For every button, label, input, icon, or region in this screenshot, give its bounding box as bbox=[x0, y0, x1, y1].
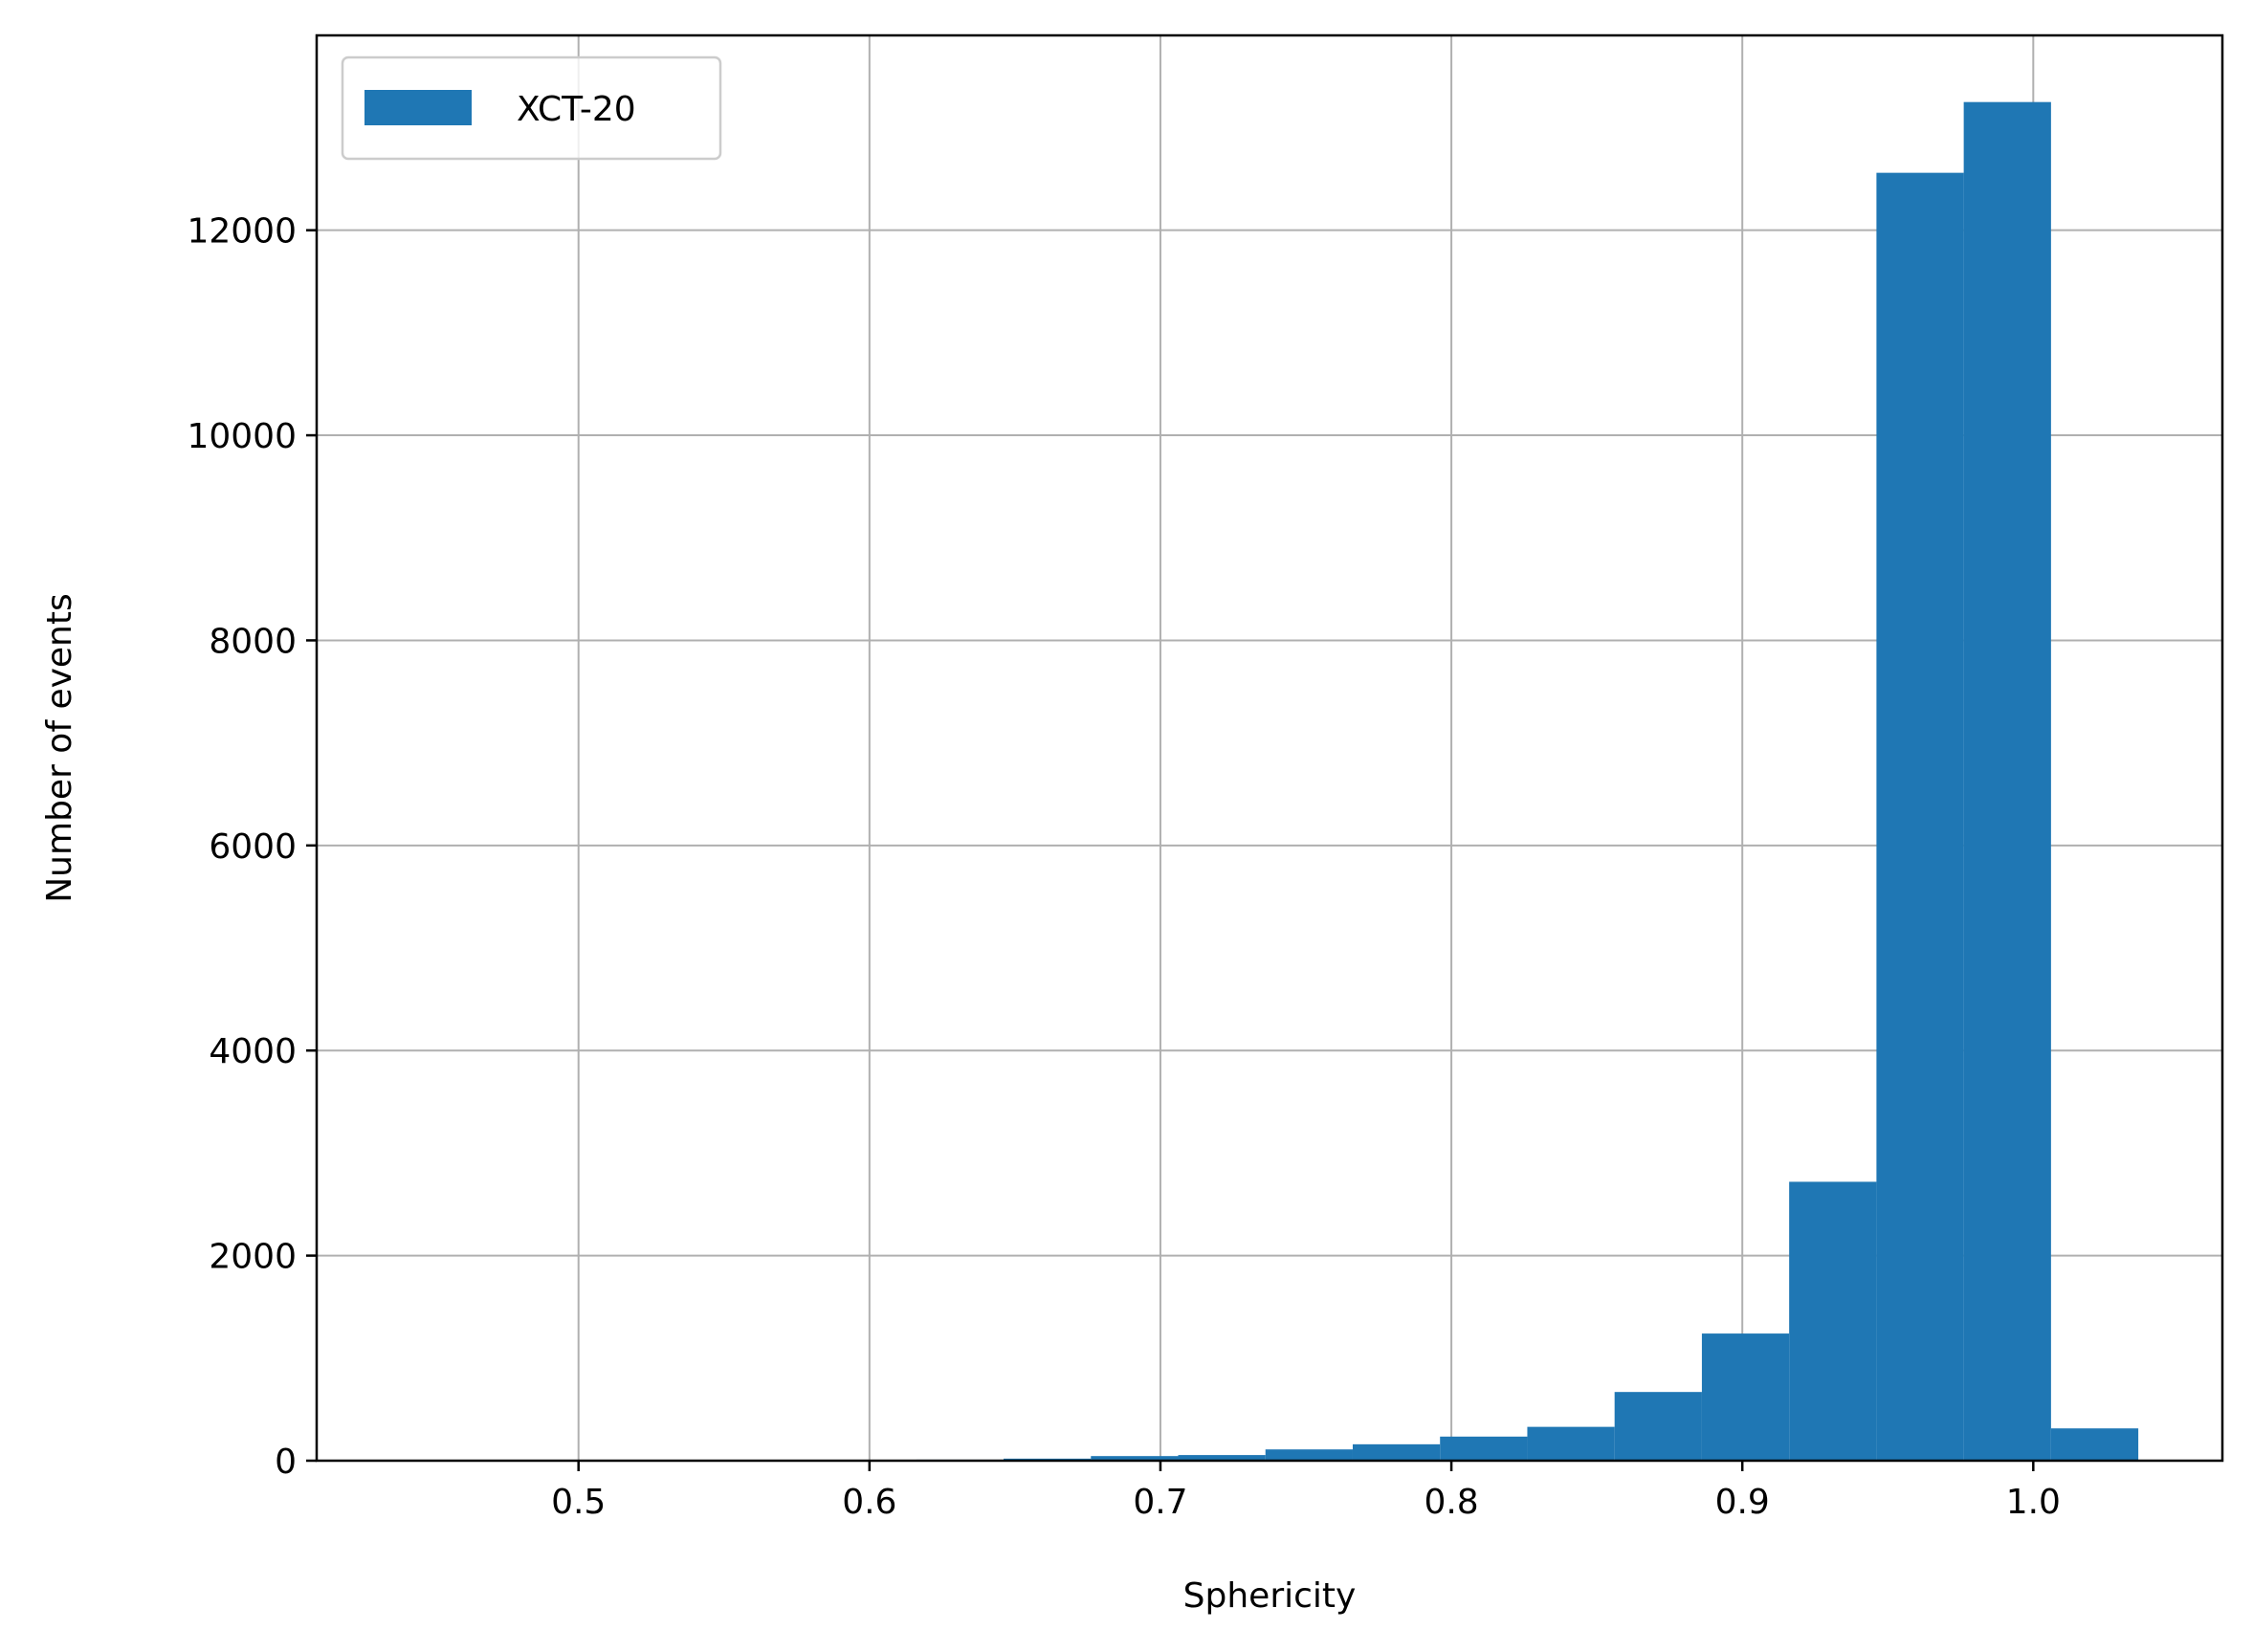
histogram-bar bbox=[1701, 1333, 1790, 1461]
y-tick-label: 12000 bbox=[187, 212, 297, 252]
x-tick-label: 0.5 bbox=[551, 1483, 606, 1522]
histogram-bar bbox=[1352, 1443, 1441, 1461]
x-tick-label: 0.6 bbox=[842, 1483, 896, 1522]
histogram-bars bbox=[828, 101, 2139, 1462]
y-tick-label: 4000 bbox=[209, 1032, 297, 1071]
plot-frame bbox=[315, 33, 2224, 1463]
x-tick-label: 0.8 bbox=[1424, 1483, 1478, 1522]
y-axis-label: Number of events bbox=[40, 593, 79, 903]
legend: XCT-20 bbox=[341, 55, 722, 161]
legend-box bbox=[341, 55, 722, 161]
x-tick-label: 0.9 bbox=[1715, 1483, 1770, 1522]
y-tick-label: 6000 bbox=[209, 827, 297, 867]
x-tick-label: 1.0 bbox=[2006, 1483, 2061, 1522]
histogram-bar bbox=[1091, 1456, 1179, 1461]
y-tick-label: 0 bbox=[275, 1443, 297, 1482]
histogram-bar bbox=[1614, 1392, 1702, 1461]
y-tick-label: 8000 bbox=[209, 622, 297, 661]
x-axis-ticks: 0.5 0.6 0.7 0.8 0.9 1.0 bbox=[551, 1461, 2061, 1522]
histogram-bar bbox=[1789, 1181, 1877, 1461]
histogram-bar bbox=[2050, 1428, 2139, 1461]
histogram-bar bbox=[1876, 172, 1964, 1462]
histogram-bar bbox=[1527, 1426, 1615, 1461]
histogram-bar bbox=[1178, 1455, 1266, 1461]
y-axis-ticks: 0 2000 4000 6000 8000 10000 12000 bbox=[187, 212, 317, 1482]
x-axis-label: Sphericity bbox=[1183, 1576, 1357, 1616]
legend-label: XCT-20 bbox=[517, 90, 636, 129]
y-tick-label: 2000 bbox=[209, 1238, 297, 1277]
histogram-bar bbox=[1963, 101, 2051, 1461]
x-tick-label: 0.7 bbox=[1133, 1483, 1187, 1522]
legend-swatch bbox=[364, 90, 472, 125]
histogram-bar bbox=[1265, 1449, 1353, 1461]
histogram-bar bbox=[1440, 1436, 1528, 1461]
y-tick-label: 10000 bbox=[187, 417, 297, 456]
